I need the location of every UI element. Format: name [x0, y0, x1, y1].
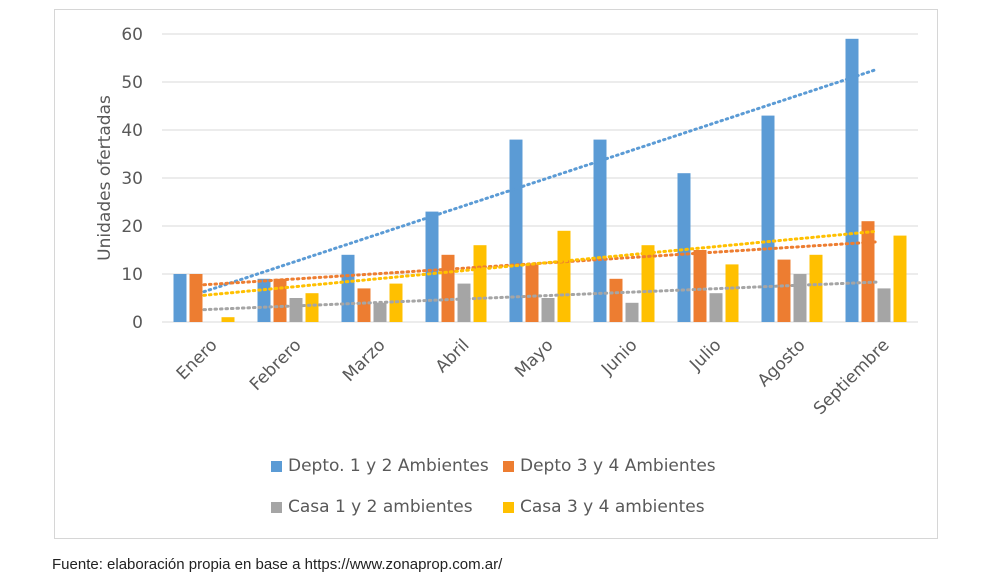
- x-tick-label: Febrero: [246, 335, 306, 395]
- bar: [289, 298, 303, 322]
- trendline: [202, 280, 878, 312]
- x-tick-label: Agosto: [754, 335, 810, 391]
- y-tick-label: 40: [121, 121, 143, 141]
- bar: [221, 317, 235, 322]
- bar: [357, 288, 371, 322]
- y-axis-label: Unidades ofertadas: [95, 95, 115, 261]
- bar: [525, 264, 539, 322]
- bar: [609, 278, 623, 322]
- trendline: [202, 229, 878, 297]
- bar: [341, 254, 355, 322]
- bar: [809, 254, 823, 322]
- y-tick-label: 10: [121, 265, 143, 285]
- bar: [793, 274, 807, 322]
- x-tick-label: Septiembre: [810, 335, 894, 419]
- y-tick-label: 50: [121, 73, 143, 93]
- bar: [473, 245, 487, 322]
- bar: [541, 298, 555, 322]
- y-tick-label: 20: [121, 217, 143, 237]
- bar: [861, 221, 875, 322]
- x-tick-label: Marzo: [339, 335, 389, 385]
- bar: [557, 230, 571, 322]
- y-tick-label: 0: [132, 313, 143, 333]
- x-tick-label: Abril: [432, 335, 474, 377]
- trendline: [202, 68, 878, 294]
- bar: [845, 38, 859, 323]
- x-tick-label: Enero: [173, 335, 222, 384]
- bar: [693, 250, 707, 322]
- bar: [273, 278, 287, 322]
- y-tick-label: 30: [121, 169, 143, 189]
- bar: [441, 254, 455, 322]
- bar: [877, 288, 891, 322]
- bar: [457, 283, 471, 322]
- y-tick-label: 60: [121, 25, 143, 45]
- bar: [893, 235, 907, 322]
- x-tick-label: Mayo: [511, 335, 557, 381]
- bar: [593, 139, 607, 322]
- bar: [625, 302, 639, 322]
- bar: [373, 302, 387, 322]
- bar: [189, 274, 203, 322]
- bar: [173, 274, 187, 322]
- bar: [761, 115, 775, 322]
- bar: [709, 293, 723, 322]
- bar: [677, 173, 691, 322]
- bar: [425, 211, 439, 322]
- bar: [725, 264, 739, 322]
- x-tick-label: Junio: [597, 335, 641, 379]
- bar: [777, 259, 791, 322]
- x-tick-label: Julio: [685, 335, 725, 375]
- bar: [641, 245, 655, 322]
- bar: [305, 293, 319, 322]
- source-note: Fuente: elaboración propia en base a htt…: [52, 556, 503, 573]
- bar: [509, 139, 523, 322]
- bar: [257, 278, 271, 322]
